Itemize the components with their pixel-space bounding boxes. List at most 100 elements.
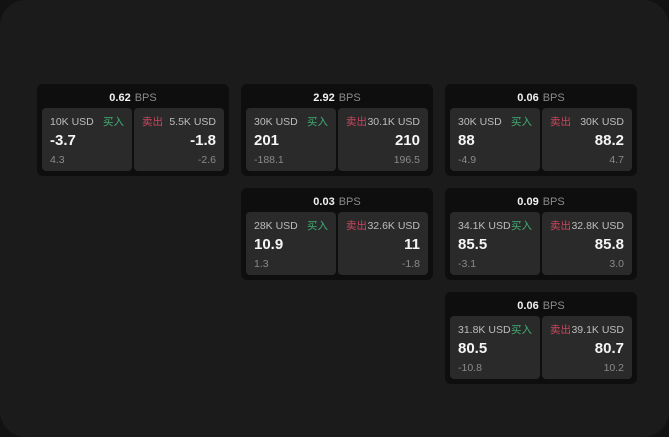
buy-side-label: 买入 [307, 116, 328, 128]
bps-unit: BPS [338, 92, 361, 104]
buy-top-row: 34.1K USD 买入 [458, 218, 532, 233]
quote-grid: 0.62 BPS 10K USD 买入 -3.7 4.3 卖出 5.5K USD … [37, 84, 637, 384]
sell-price: 88.2 [594, 132, 624, 150]
sell-top-row: 卖出 30.1K USD [346, 114, 420, 129]
sell-top-row: 卖出 39.1K USD [550, 322, 624, 337]
buy-delta: 1.3 [254, 258, 269, 270]
bps-header: 0.62 BPS [42, 89, 224, 108]
bps-value: 0.62 [109, 92, 131, 104]
bps-unit: BPS [542, 92, 565, 104]
sell-price: 85.8 [594, 236, 624, 254]
buy-quote-button[interactable]: 34.1K USD 买入 85.5 -3.1 [450, 212, 540, 275]
quote-card: 0.09 BPS 34.1K USD 买入 85.5 -3.1 卖出 32.8K … [445, 188, 637, 280]
sell-delta: 10.2 [603, 362, 624, 374]
bps-value: 0.06 [517, 92, 539, 104]
quote-panels: 10K USD 买入 -3.7 4.3 卖出 5.5K USD -1.8 -2.… [42, 108, 224, 171]
bps-unit: BPS [338, 196, 361, 208]
buy-quote-button[interactable]: 30K USD 买入 201 -188.1 [246, 108, 336, 171]
buy-price: 10.9 [254, 236, 284, 254]
sell-quote-button[interactable]: 卖出 32.8K USD 85.8 3.0 [542, 212, 632, 275]
sell-quote-button[interactable]: 卖出 30K USD 88.2 4.7 [542, 108, 632, 171]
sell-delta: -2.6 [197, 154, 216, 166]
buy-amount: 30K USD [458, 116, 502, 128]
buy-amount: 10K USD [50, 116, 94, 128]
quote-card: 0.62 BPS 10K USD 买入 -3.7 4.3 卖出 5.5K USD … [37, 84, 229, 176]
bps-header: 2.92 BPS [246, 89, 428, 108]
sell-price: 11 [404, 236, 420, 254]
bps-header: 0.06 BPS [450, 89, 632, 108]
sell-side-label: 卖出 [142, 116, 163, 128]
quote-panels: 34.1K USD 买入 85.5 -3.1 卖出 32.8K USD 85.8… [450, 212, 632, 275]
quote-panels: 30K USD 买入 88 -4.9 卖出 30K USD 88.2 4.7 [450, 108, 632, 171]
bps-header: 0.09 BPS [450, 193, 632, 212]
sell-price: 80.7 [594, 340, 624, 358]
buy-top-row: 10K USD 买入 [50, 114, 124, 129]
buy-side-label: 买入 [511, 220, 532, 232]
bps-header: 0.03 BPS [246, 193, 428, 212]
sell-side-label: 卖出 [550, 116, 571, 128]
buy-amount: 28K USD [254, 220, 298, 232]
sell-side-label: 卖出 [550, 324, 571, 336]
sell-amount: 39.1K USD [571, 324, 624, 336]
sell-amount: 32.8K USD [571, 220, 624, 232]
sell-quote-button[interactable]: 卖出 30.1K USD 210 196.5 [338, 108, 428, 171]
buy-side-label: 买入 [307, 220, 328, 232]
bps-value: 0.06 [517, 300, 539, 312]
quote-card: 0.06 BPS 30K USD 买入 88 -4.9 卖出 30K USD 88… [445, 84, 637, 176]
buy-amount: 31.8K USD [458, 324, 511, 336]
buy-amount: 34.1K USD [458, 220, 511, 232]
sell-amount: 32.6K USD [367, 220, 420, 232]
sell-amount: 5.5K USD [169, 116, 216, 128]
buy-delta: 4.3 [50, 154, 65, 166]
buy-price: 88 [458, 132, 475, 150]
buy-side-label: 买入 [511, 116, 532, 128]
bps-value: 0.03 [313, 196, 335, 208]
buy-price: 201 [254, 132, 280, 150]
sell-delta: 196.5 [393, 154, 420, 166]
quote-panels: 30K USD 买入 201 -188.1 卖出 30.1K USD 210 1… [246, 108, 428, 171]
buy-quote-button[interactable]: 10K USD 买入 -3.7 4.3 [42, 108, 132, 171]
sell-top-row: 卖出 5.5K USD [142, 114, 216, 129]
buy-delta: -3.1 [458, 258, 477, 270]
buy-quote-button[interactable]: 31.8K USD 买入 80.5 -10.8 [450, 316, 540, 379]
buy-side-label: 买入 [511, 324, 532, 336]
sell-quote-button[interactable]: 卖出 39.1K USD 80.7 10.2 [542, 316, 632, 379]
sell-top-row: 卖出 32.6K USD [346, 218, 420, 233]
quote-card: 0.03 BPS 28K USD 买入 10.9 1.3 卖出 32.6K USD… [241, 188, 433, 280]
sell-side-label: 卖出 [550, 220, 571, 232]
buy-top-row: 30K USD 买入 [458, 114, 532, 129]
buy-quote-button[interactable]: 30K USD 买入 88 -4.9 [450, 108, 540, 171]
sell-delta: 3.0 [609, 258, 624, 270]
sell-quote-button[interactable]: 卖出 32.6K USD 11 -1.8 [338, 212, 428, 275]
quote-card: 0.06 BPS 31.8K USD 买入 80.5 -10.8 卖出 39.1K… [445, 292, 637, 384]
bps-unit: BPS [542, 300, 565, 312]
sell-top-row: 卖出 30K USD [550, 114, 624, 129]
buy-quote-button[interactable]: 28K USD 买入 10.9 1.3 [246, 212, 336, 275]
buy-price: 85.5 [458, 236, 488, 254]
buy-delta: -4.9 [458, 154, 477, 166]
buy-delta: -10.8 [458, 362, 482, 374]
buy-side-label: 买入 [103, 116, 124, 128]
sell-amount: 30K USD [580, 116, 624, 128]
sell-amount: 30.1K USD [367, 116, 420, 128]
sell-side-label: 卖出 [346, 220, 367, 232]
buy-price: -3.7 [50, 132, 76, 150]
bps-value: 0.09 [517, 196, 539, 208]
sell-quote-button[interactable]: 卖出 5.5K USD -1.8 -2.6 [134, 108, 224, 171]
buy-delta: -188.1 [254, 154, 284, 166]
bps-value: 2.92 [313, 92, 335, 104]
buy-top-row: 31.8K USD 买入 [458, 322, 532, 337]
sell-price: -1.8 [190, 132, 216, 150]
quote-panels: 31.8K USD 买入 80.5 -10.8 卖出 39.1K USD 80.… [450, 316, 632, 379]
sell-delta: -1.8 [401, 258, 420, 270]
bps-unit: BPS [134, 92, 157, 104]
sell-delta: 4.7 [609, 154, 624, 166]
sell-top-row: 卖出 32.8K USD [550, 218, 624, 233]
quote-card: 2.92 BPS 30K USD 买入 201 -188.1 卖出 30.1K U… [241, 84, 433, 176]
quote-panels: 28K USD 买入 10.9 1.3 卖出 32.6K USD 11 -1.8 [246, 212, 428, 275]
sell-price: 210 [394, 132, 420, 150]
buy-top-row: 30K USD 买入 [254, 114, 328, 129]
buy-top-row: 28K USD 买入 [254, 218, 328, 233]
bps-header: 0.06 BPS [450, 297, 632, 316]
